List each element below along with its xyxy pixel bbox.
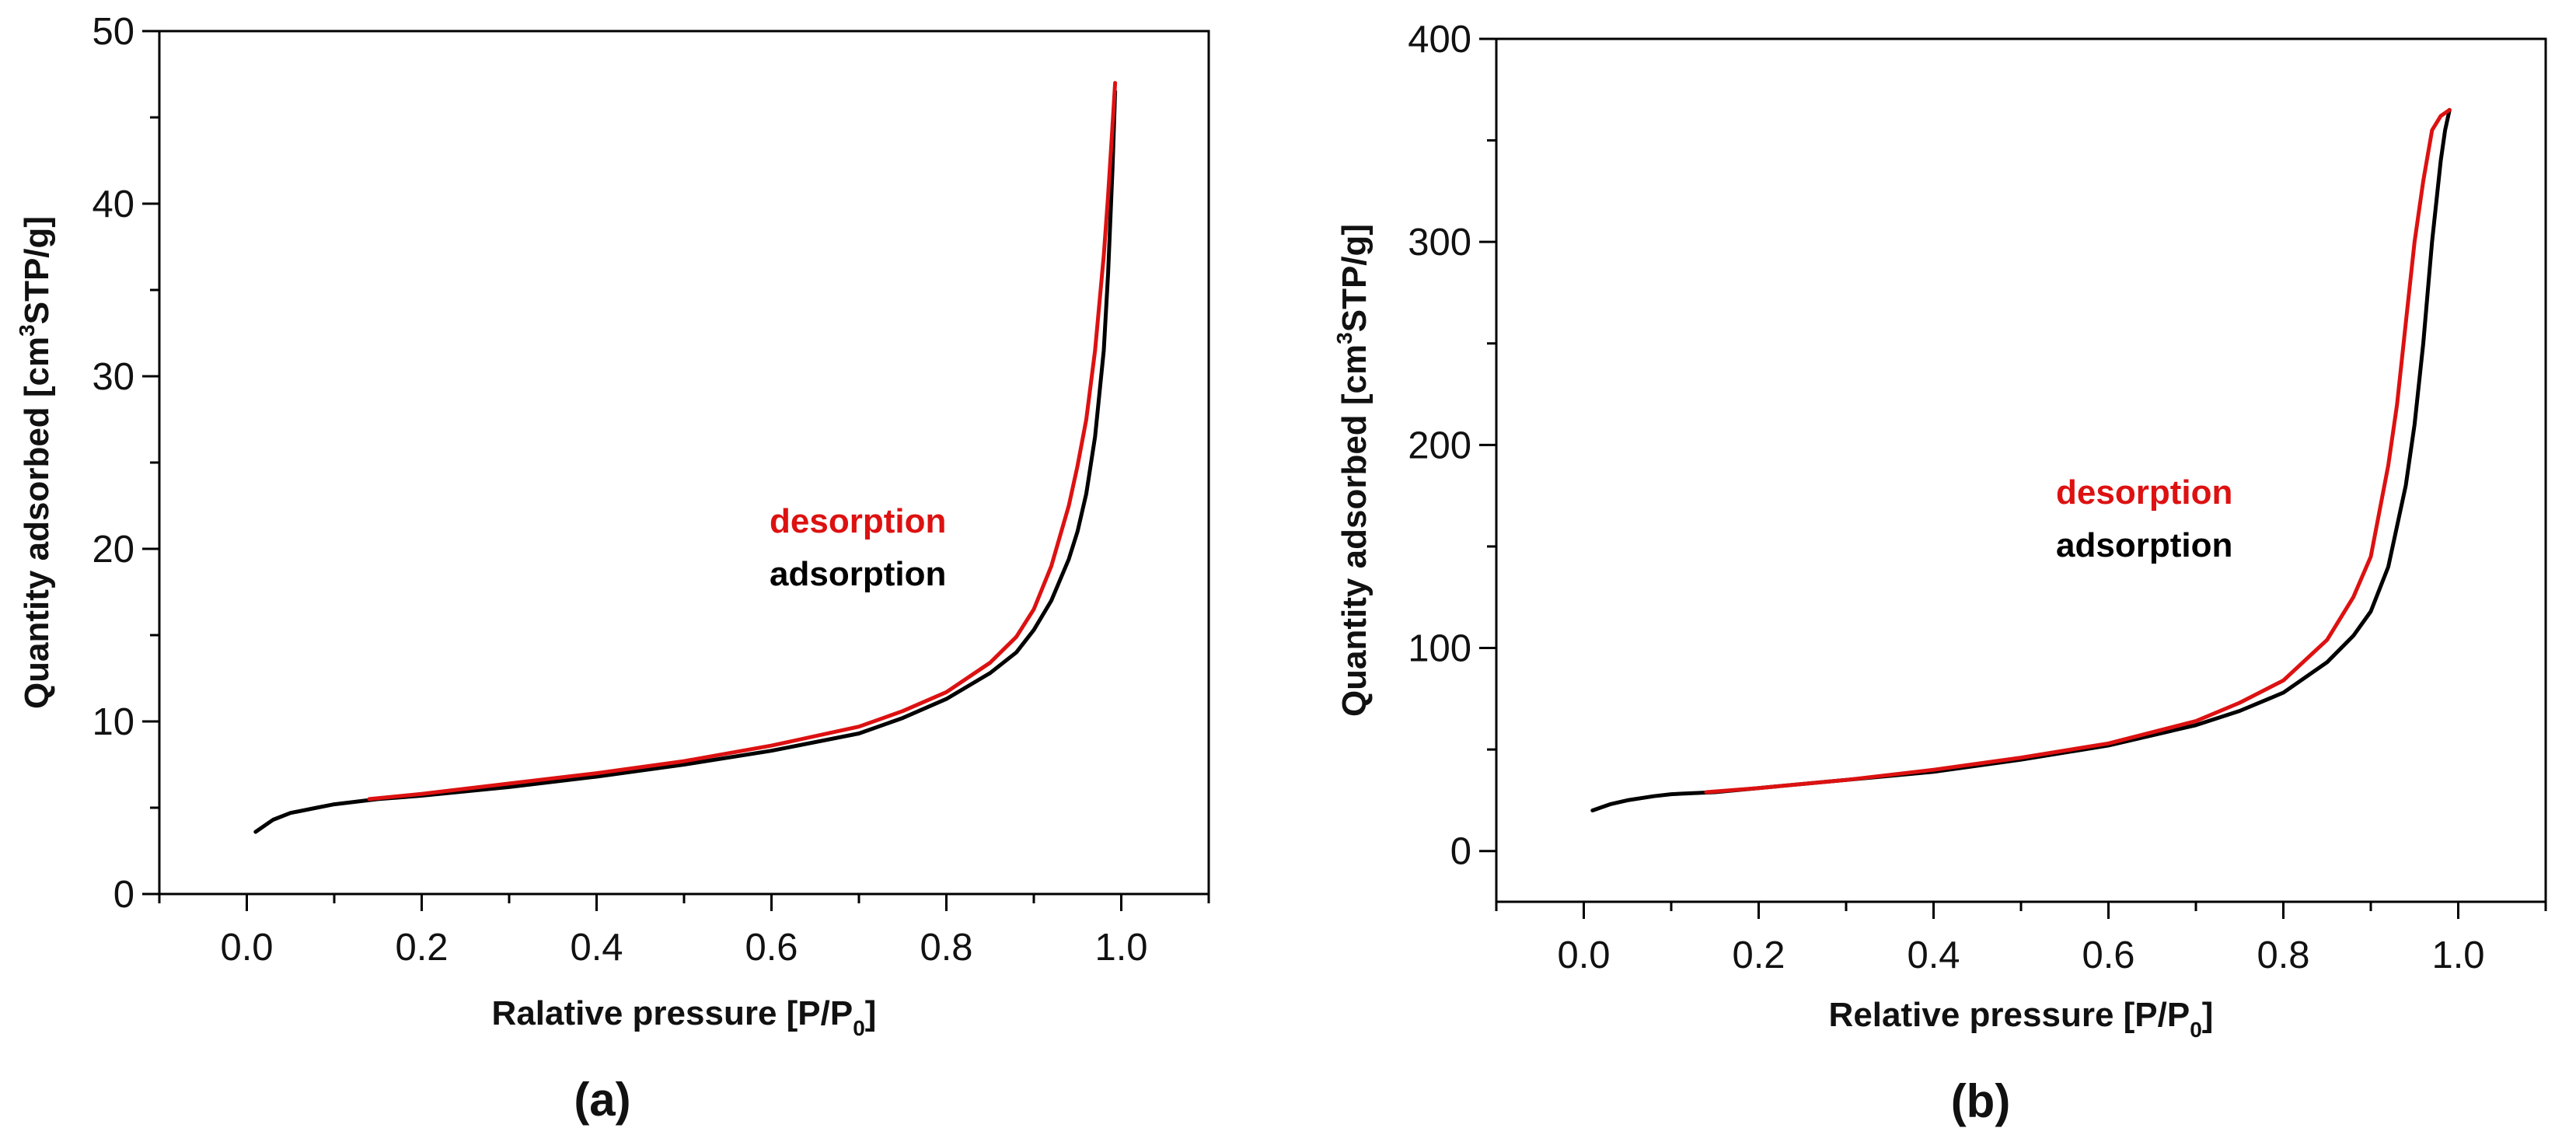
y-tick-label: 100: [1408, 628, 1471, 670]
panel-label: (a): [574, 1074, 630, 1126]
y-tick-label: 400: [1408, 19, 1471, 61]
adsorption-line: [1590, 107, 2452, 812]
y-tick-label: 200: [1408, 424, 1471, 466]
y-tick-label: 20: [92, 529, 134, 571]
x-axis-title: Relative pressure [P/P0]: [1829, 996, 2214, 1042]
legend-desorption: desorption: [770, 502, 946, 540]
y-tick-label: 0: [1450, 831, 1471, 873]
chart-panel-a: 0.0 0.2 0.4 0.6 0.8 1.0 0 10 20 30 40 50 desorption a…: [15, 11, 1210, 1126]
x-tick-label: 0.2: [1732, 934, 1785, 976]
y-tick-label: 0: [113, 874, 134, 916]
y-tick-label: 300: [1408, 222, 1471, 264]
x-tick-label: 0.0: [1557, 934, 1610, 976]
x-tick-label: 0.8: [920, 927, 972, 969]
x-tick-label: 0.6: [745, 927, 798, 969]
y-tick-label: 40: [92, 183, 134, 225]
chart-panel-b: 0.0 0.2 0.4 0.6 0.8 1.0 0 100 200 300 400 desorptio…: [1332, 19, 2547, 1127]
panel-label: (b): [1951, 1075, 2011, 1127]
x-tick-label: 0.4: [1907, 934, 1960, 976]
desorption-line: [367, 81, 1118, 801]
x-tick-label: 0.6: [2082, 934, 2134, 976]
legend-adsorption: adsorption: [2056, 526, 2232, 564]
x-tick-label: 1.0: [1094, 927, 1147, 969]
adsorption-line: [253, 89, 1118, 834]
x-tick-label: 0.4: [570, 927, 623, 969]
y-axis-title: Quantity adsorbed [cm3STP/g]: [15, 216, 56, 709]
desorption-line: [1704, 107, 2452, 795]
legend-desorption: desorption: [2056, 473, 2232, 512]
y-tick-label: 10: [92, 701, 134, 743]
x-tick-label: 1.0: [2431, 934, 2484, 976]
y-axis-title: Quantity adsorbed [cm3STP/g]: [1332, 224, 1374, 717]
y-tick-label: 30: [92, 356, 134, 398]
x-tick-label: 0.2: [395, 927, 448, 969]
x-tick-label: 0.0: [220, 927, 273, 969]
x-tick-label: 0.8: [2257, 934, 2309, 976]
y-tick-label: 50: [92, 11, 134, 53]
legend-adsorption: adsorption: [770, 555, 946, 593]
x-axis-title: Ralative pressure [P/P0]: [492, 994, 877, 1040]
